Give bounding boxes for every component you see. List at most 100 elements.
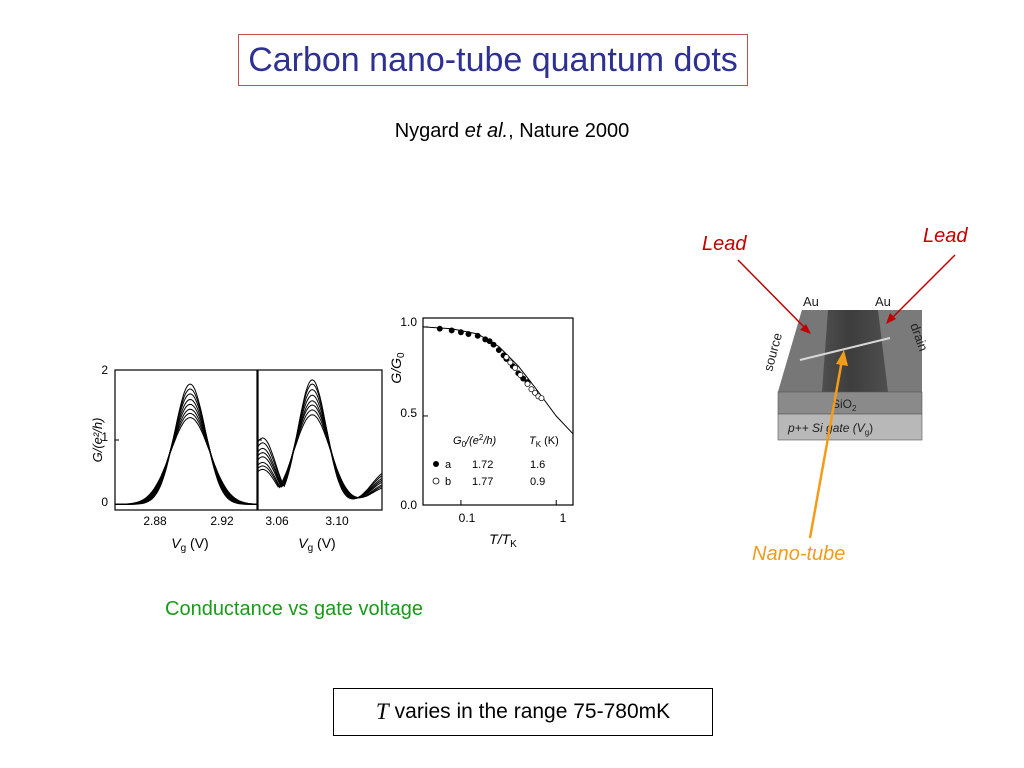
data-point-a [465,331,472,337]
citation-etal: et al. [464,120,509,142]
lead-right-arrowhead [886,313,896,324]
legend-marker-a [433,461,439,467]
data-point-b [512,364,519,371]
legend-tk-sub: K [536,440,542,449]
data-point-b [532,389,539,396]
data-point-b [524,380,531,387]
plot3-xlabel: T/TK [489,531,517,550]
gate-text: p++ Si gate (V [787,421,866,435]
nanotube-label: Nano-tube [752,543,845,565]
plot1-ytick-1: 1 [101,430,108,444]
legend-g0-a: 1.72 [472,459,493,471]
plot2-xlabel-sub: g [308,543,314,554]
oxide-sub: 2 [852,404,857,413]
data-point-b [538,395,545,402]
slide-title: Carbon nano-tube quantum dots [248,40,738,79]
legend-header: G0/(e2/h) [453,433,496,449]
oxide-text: SiO [832,397,852,411]
scaling-plot: 0.0 0.5 1.0 G/G0 0.1 1 T/TK G0/(e2/h) TK… [388,315,574,550]
lead-right-label: Lead [923,225,968,247]
plot3-ylabel: G/G0 [388,352,407,384]
conductance-plot-2: 3.06 3.10 Vg (V) [257,369,383,554]
temperature-range-box: T varies in the range 75-780mK [333,688,713,736]
data-point-a [474,332,481,339]
nanotube-line [799,337,891,361]
conductance-curve [115,412,257,505]
legend-g0-rest: /(e [465,435,479,447]
legend-g0-sub: 0 [462,440,467,449]
data-point-a [490,341,497,348]
plot1-xlabel-unit: (V) [186,535,209,551]
data-point-b [517,372,524,378]
gate-close: ) [869,421,873,435]
plot1-ylabel: G/(e²/h) [90,418,105,463]
conductance-caption: Conductance vs gate voltage [165,598,423,620]
plot3-xlabel-sub: K [510,539,517,550]
data-point-a [486,338,493,345]
plot3-ylabel-main: G/G [388,358,404,384]
legend-g0: G [453,435,462,447]
lead-left-arrowhead [800,324,811,334]
plot3-ylabel-sub: 0 [396,352,407,358]
citation-authors: Nygard [394,120,465,142]
oxide-label: SiO2 [832,397,857,413]
legend-name-b: b [445,476,451,488]
conductance-plot-1: 0 1 2 G/(e²/h) 2.88 2.92 Vg (V) [90,363,258,554]
plot1-ytick-2: 2 [101,363,108,377]
data-point-b [507,359,514,366]
data-point-a [448,327,455,334]
plot1-xtick-1: 2.92 [210,514,234,528]
data-point-a [436,325,443,332]
legend-g0-sup: 2 [479,433,484,442]
plot1-xtick-0: 2.88 [143,514,167,528]
legend-tk-a: 1.6 [530,459,545,471]
nanotube-arrow [808,359,844,539]
conductance-curve [257,414,383,499]
electrode-left-shape [778,310,828,392]
source-label: source [760,331,785,373]
plot2-xlabel: Vg (V) [298,535,335,554]
plot2-xtick-0: 3.06 [265,514,289,528]
plot1-ytick-0: 0 [101,495,108,509]
citation-journal: , Nature 2000 [508,120,630,142]
electrode-right-shape [878,310,922,392]
legend-tk: T [529,435,537,447]
conductance-curve [115,393,257,505]
citation: Nygard et al., Nature 2000 [0,120,1024,143]
plot3-xtick-1: 1 [560,511,567,525]
au-right: Au [875,294,891,309]
legend-g0-b: 1.77 [472,476,493,488]
legend-header-tk: TK (K) [529,435,559,449]
plot3-xtick-0: 0.1 [459,511,476,525]
slide-title-box: Carbon nano-tube quantum dots [238,34,748,86]
legend-tk-b: 0.9 [530,476,545,488]
gate-sub: g [865,428,869,437]
plot2-xtick-1: 3.10 [325,514,349,528]
plot2-xlabel-unit: (V) [313,535,336,551]
gate-label: p++ Si gate (Vg) [787,421,873,437]
conductance-curve [115,408,258,505]
plot3-ytick-1: 0.5 [400,406,417,420]
gate-layer [777,413,923,441]
lead-right-arrow [889,254,956,321]
legend-g0-end: /h) [482,435,496,447]
temperature-symbol: T [375,699,389,724]
legend-name-a: a [445,459,452,471]
plot1-xlabel-sub: g [181,543,187,554]
temperature-range-text: varies in the range 75-780mK [394,700,671,723]
legend-marker-b [432,477,440,485]
lead-left-arrow [737,259,808,331]
plot2-xlabel-main: V [298,535,309,551]
plot1-xlabel-main: V [171,535,182,551]
plot3-ytick-2: 1.0 [400,315,417,329]
plot3-ytick-0: 0.0 [400,498,417,512]
device-figure: SiO2 p++ Si gate (Vg) Au Au source drain… [702,225,968,565]
legend-tk-unit: (K) [541,435,559,447]
data-point-a [495,347,502,354]
data-point-a [457,329,464,336]
plot3-xlabel-main: T/T [489,531,511,547]
plot1-xlabel: Vg (V) [171,535,208,554]
conductance-curve [115,417,258,505]
lead-left-label: Lead [702,233,747,255]
nanotube-arrowhead [836,350,848,366]
